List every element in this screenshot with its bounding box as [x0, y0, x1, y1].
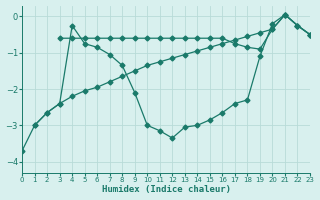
X-axis label: Humidex (Indice chaleur): Humidex (Indice chaleur) [101, 185, 230, 194]
